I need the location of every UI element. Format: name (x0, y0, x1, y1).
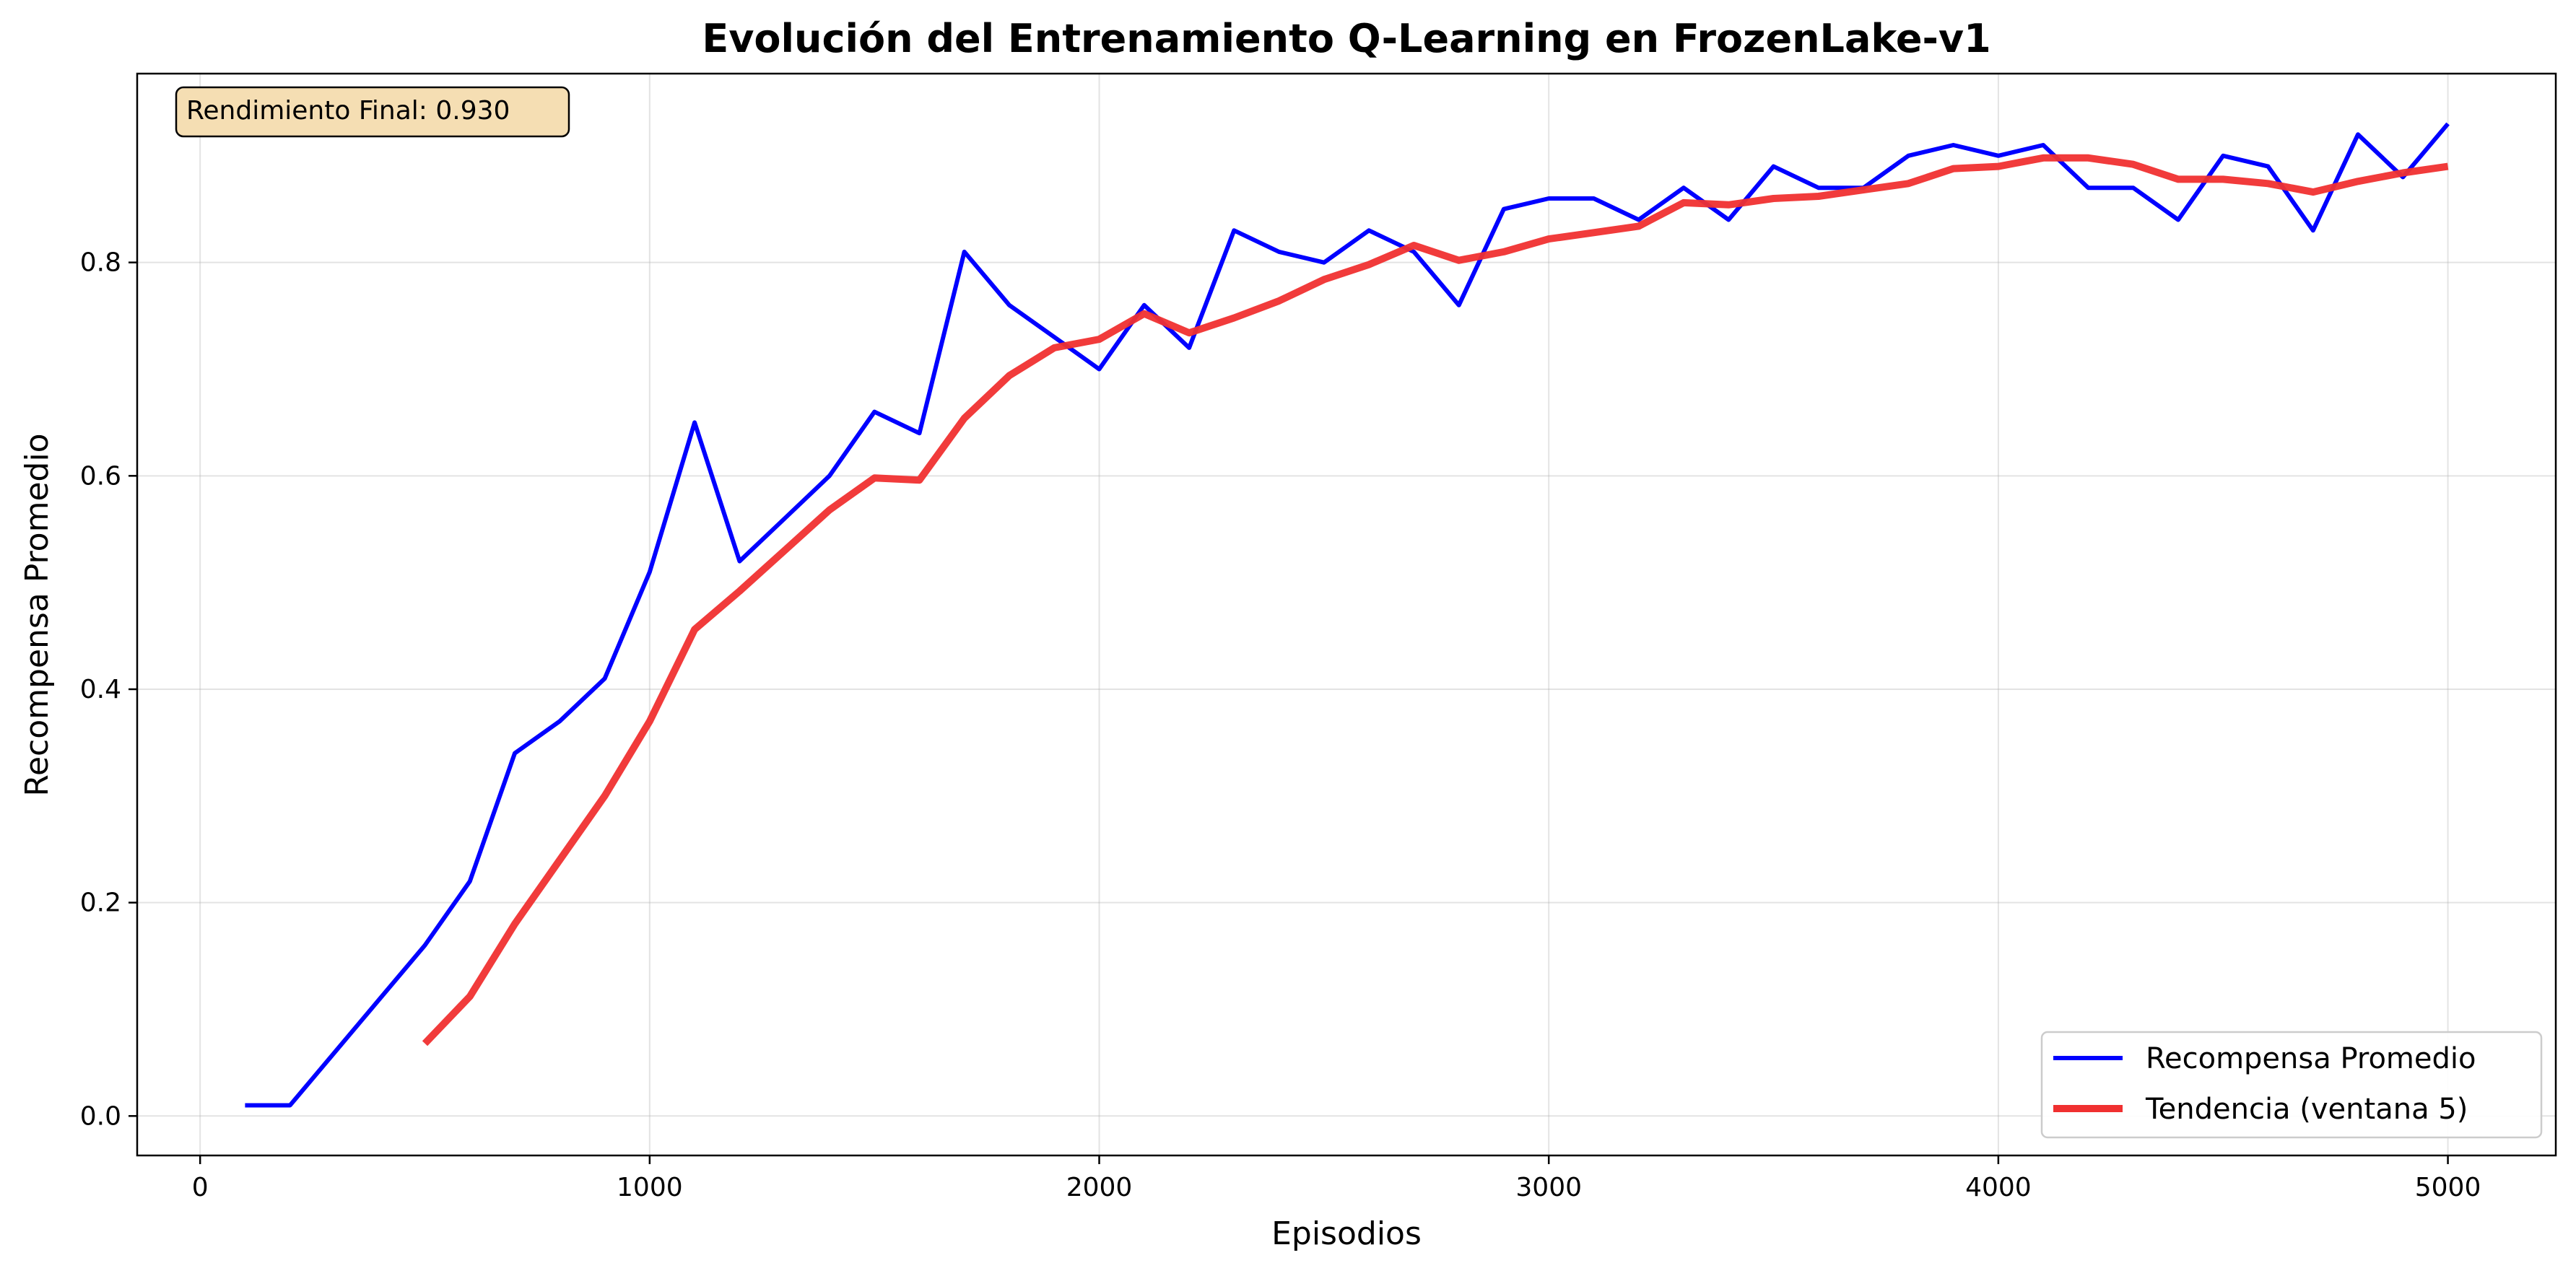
y-tick-label: 0.2 (80, 888, 121, 918)
x-tick-label: 0 (192, 1173, 209, 1202)
chart-title: Evolución del Entrenamiento Q-Learning e… (702, 16, 1990, 61)
x-tick-label: 5000 (2415, 1173, 2481, 1202)
x-tick-label: 3000 (1515, 1173, 1582, 1202)
axis-ticks: 0 1000 2000 3000 4000 5000 0.0 0.2 0.4 0.6 0.8 (80, 248, 2481, 1202)
y-tick-label: 0.6 (80, 461, 121, 491)
annotation-text: Rendimiento Final: 0.930 (186, 96, 510, 126)
y-tick-label: 0.8 (80, 248, 121, 278)
annotation-background (175, 86, 570, 138)
x-tick-label: 2000 (1066, 1173, 1133, 1202)
legend-frame (2040, 1031, 2543, 1139)
annotation-box: Rendimiento Final: 0.930 (175, 86, 570, 138)
x-tick-label: 1000 (617, 1173, 683, 1202)
legend-label-tendencia: Tendencia (ventana 5) (2145, 1093, 2468, 1126)
x-axis-label: Episodios (1271, 1215, 1422, 1252)
legend: Recompensa Promedio Tendencia (ventana 5… (2040, 1031, 2543, 1139)
series-layer (245, 122, 2450, 1108)
x-tick-label: 4000 (1965, 1173, 2032, 1202)
series-line-tendencia (422, 154, 2449, 1046)
series-line-recompensa (245, 122, 2450, 1108)
y-axis-label: Recompensa Promedio (19, 433, 56, 796)
y-tick-label: 0.0 (80, 1101, 121, 1131)
plot-frame (136, 72, 2557, 1157)
legend-label-recompensa: Recompensa Promedio (2146, 1042, 2476, 1075)
y-tick-label: 0.4 (80, 675, 121, 704)
